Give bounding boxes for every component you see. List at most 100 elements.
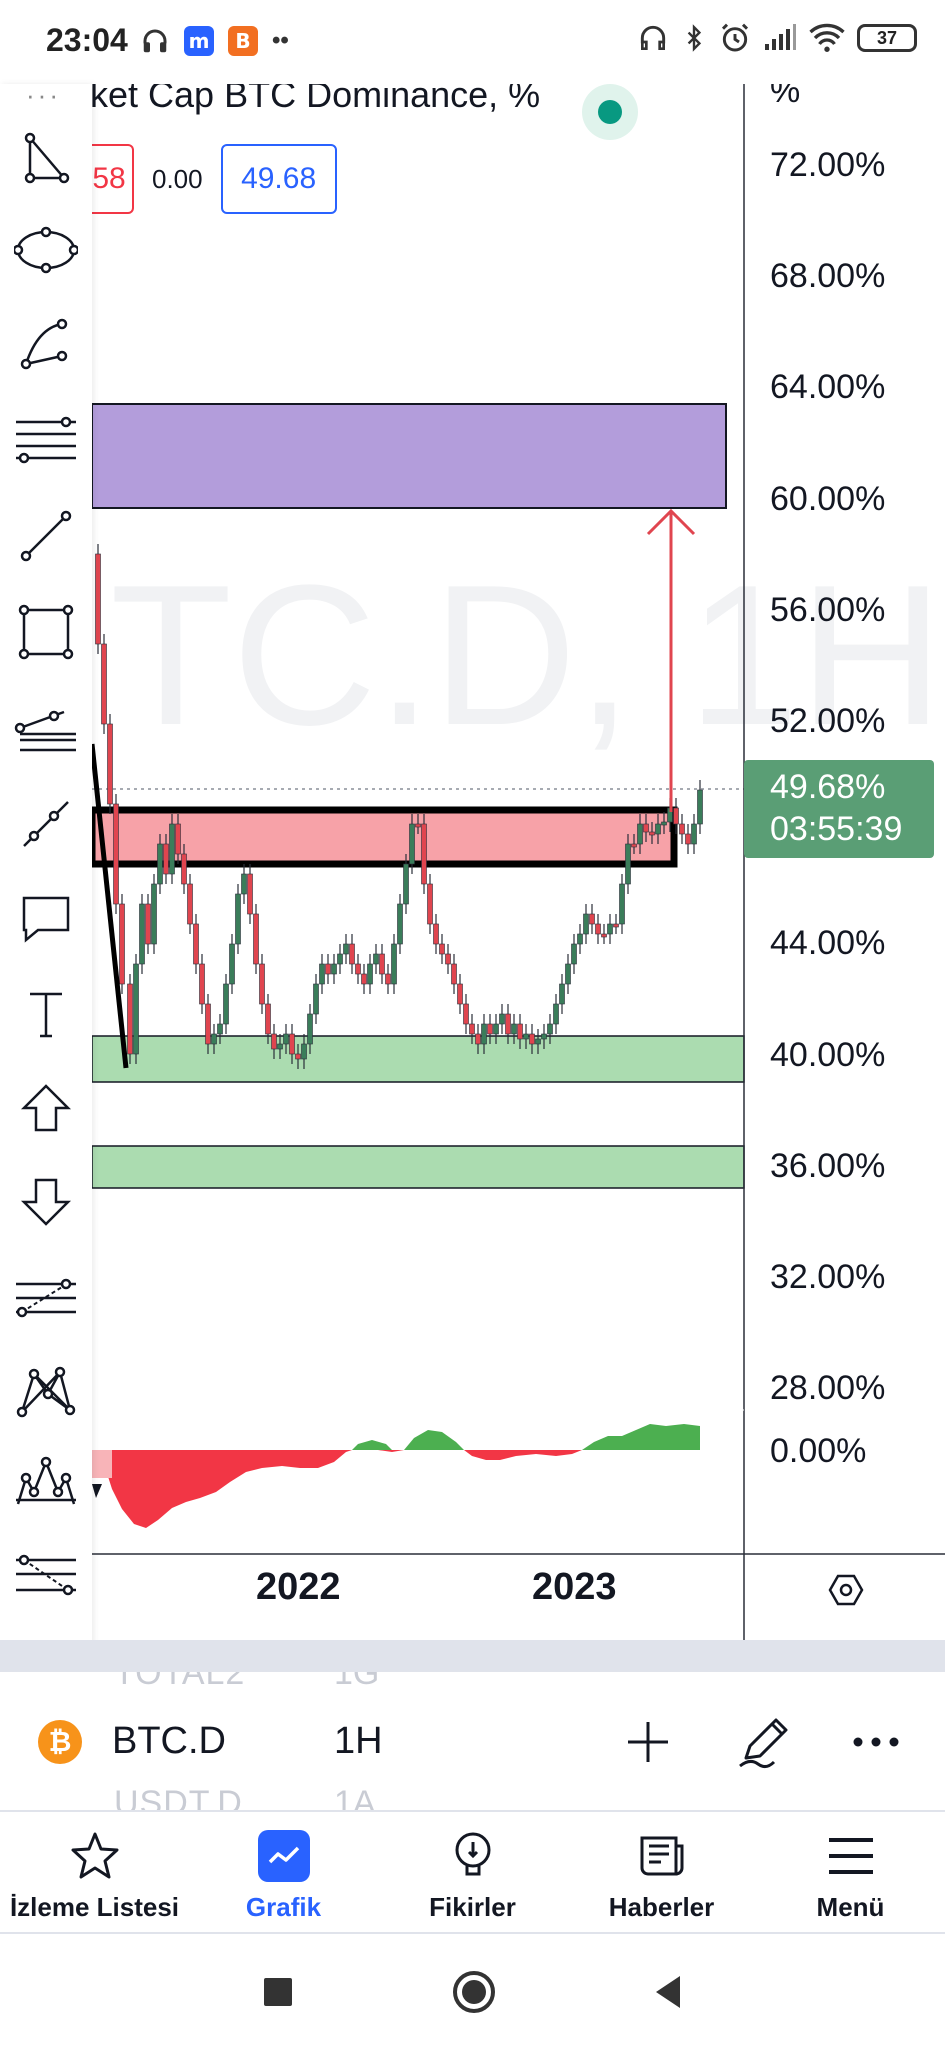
legend-value-red: 58: [86, 144, 134, 214]
candle-body: [145, 903, 151, 945]
more-options-icon[interactable]: [848, 1714, 904, 1770]
candle-body: [475, 1033, 481, 1045]
arrow-down-tool[interactable]: [12, 1168, 80, 1236]
fib-channel-tool[interactable]: [12, 1542, 80, 1610]
more-notifications-icon: ••: [272, 27, 289, 54]
callout-icon: [22, 896, 70, 943]
watermark: TC.D, 1H: [110, 544, 943, 767]
toolbar-more-icon[interactable]: ···: [26, 80, 61, 110]
candle-body: [391, 943, 397, 985]
arrow-up-icon: [20, 1084, 72, 1132]
candle-body: [685, 833, 691, 845]
gann-fan-tool[interactable]: [12, 1264, 80, 1332]
candle-body: [319, 963, 325, 985]
candle-body: [139, 903, 145, 965]
candle-body: [691, 823, 697, 845]
candle-body: [101, 643, 107, 725]
chart-area[interactable]: TC.D, 1H ket Cap BTC Dominance, % 58: [0, 84, 945, 1640]
next-symbol-ghost[interactable]: USDT.D: [114, 1784, 243, 1810]
candle-body: [95, 553, 101, 645]
candle-body: [235, 893, 241, 945]
candle-body: [337, 953, 343, 965]
bar-countdown: 03:55:39: [770, 810, 903, 848]
bottom-navigation: İzleme Listesi Grafik Fikirler Haberler …: [0, 1810, 945, 1934]
rectangle-tool[interactable]: [12, 598, 80, 666]
recent-apps-icon[interactable]: [254, 1968, 302, 2016]
candle-body: [181, 853, 187, 885]
callout-tool[interactable]: [12, 884, 80, 952]
arc-tool[interactable]: [12, 310, 80, 378]
oscillator-negative-area-3: [464, 1450, 582, 1460]
triangle-tool[interactable]: [12, 124, 80, 192]
text-tool[interactable]: [12, 980, 80, 1048]
nav-chart[interactable]: Grafik: [189, 1812, 378, 1932]
symbol-bar[interactable]: TOTAL2 1G ₿ BTC.D 1H USDT.D 1A: [0, 1672, 945, 1810]
candle-body: [397, 903, 403, 945]
candle-body: [301, 1043, 307, 1060]
candle-body: [469, 1023, 475, 1035]
candle-body: [517, 1023, 523, 1040]
resolution-selector[interactable]: 1H: [334, 1720, 383, 1762]
oscillator-start-marker: [92, 1450, 112, 1478]
resistance-zone-red: [88, 806, 678, 868]
market-status-indicator[interactable]: [582, 84, 638, 140]
fib-levels-tool[interactable]: [12, 406, 80, 474]
status-bar: 23:04 m B •• 37: [0, 0, 945, 84]
next-resolution-ghost: 1A: [334, 1784, 376, 1810]
symbol-name[interactable]: BTC.D: [112, 1720, 226, 1762]
system-navigation-bar: [0, 1934, 945, 2048]
nav-watchlist[interactable]: İzleme Listesi: [0, 1812, 189, 1932]
add-symbol-icon[interactable]: [620, 1714, 676, 1770]
status-time: 23:04: [46, 22, 128, 58]
candle-body: [541, 1033, 547, 1040]
candle-body: [265, 1003, 271, 1035]
oscillator-negative-area: [92, 1450, 352, 1528]
price-label: 52.00%: [770, 702, 886, 740]
candle-body: [283, 1033, 289, 1045]
home-icon[interactable]: [450, 1968, 498, 2016]
candle-body: [553, 1003, 559, 1025]
price-label: 60.00%: [770, 479, 886, 518]
nav-news[interactable]: Haberler: [567, 1812, 756, 1932]
legend-title[interactable]: ket Cap BTC Dominance, %: [90, 84, 541, 115]
drawing-pen-icon[interactable]: [734, 1712, 794, 1772]
fib-channel-icon: [16, 1554, 76, 1596]
support-zone-green-lower: [91, 1145, 745, 1189]
nav-watchlist-label: İzleme Listesi: [9, 1892, 180, 1922]
panel-separator[interactable]: [0, 1640, 945, 1672]
trend-line-tool[interactable]: [12, 502, 80, 570]
back-icon[interactable]: [644, 1968, 692, 2016]
ray-tool[interactable]: [12, 790, 80, 858]
arrow-up-tool[interactable]: [12, 1074, 80, 1142]
status-left-icons: m B ••: [140, 26, 289, 56]
nav-chart-label: Grafik: [245, 1892, 322, 1922]
headphones-icon: [143, 29, 167, 53]
candle-body: [637, 823, 643, 845]
ellipse-tool[interactable]: [12, 216, 80, 284]
price-label: 64.00%: [770, 368, 886, 407]
price-label: 40.00%: [770, 1035, 886, 1074]
price-scale-unit: %: [770, 84, 801, 110]
chart-canvas[interactable]: TC.D, 1H: [0, 84, 945, 1640]
arc-icon: [20, 318, 68, 370]
nav-menu-label: Menü: [816, 1892, 885, 1922]
pitchfork-tool[interactable]: [12, 694, 80, 762]
candle-body: [481, 1023, 487, 1045]
nav-ideas[interactable]: Fikirler: [378, 1812, 567, 1932]
candle-body: [157, 843, 163, 885]
triangle-icon: [24, 132, 70, 184]
candle-body: [247, 873, 253, 915]
price-label: 72.00%: [770, 146, 886, 184]
candle-body: [415, 823, 421, 828]
xabcd-pattern-tool[interactable]: [12, 1358, 80, 1426]
candle-body: [163, 843, 169, 875]
menu-icon: [828, 1838, 873, 1874]
nav-menu[interactable]: Menü: [756, 1812, 945, 1932]
chart-settings-icon[interactable]: [826, 1570, 866, 1610]
resistance-zone-purple: [91, 403, 727, 509]
gann-fan-icon: [16, 1278, 76, 1318]
current-price-value: 49.68%: [770, 768, 886, 806]
head-shoulders-tool[interactable]: [12, 1450, 80, 1518]
time-label-2023: 2023: [532, 1566, 617, 1608]
prev-symbol-ghost[interactable]: TOTAL2: [114, 1672, 246, 1692]
